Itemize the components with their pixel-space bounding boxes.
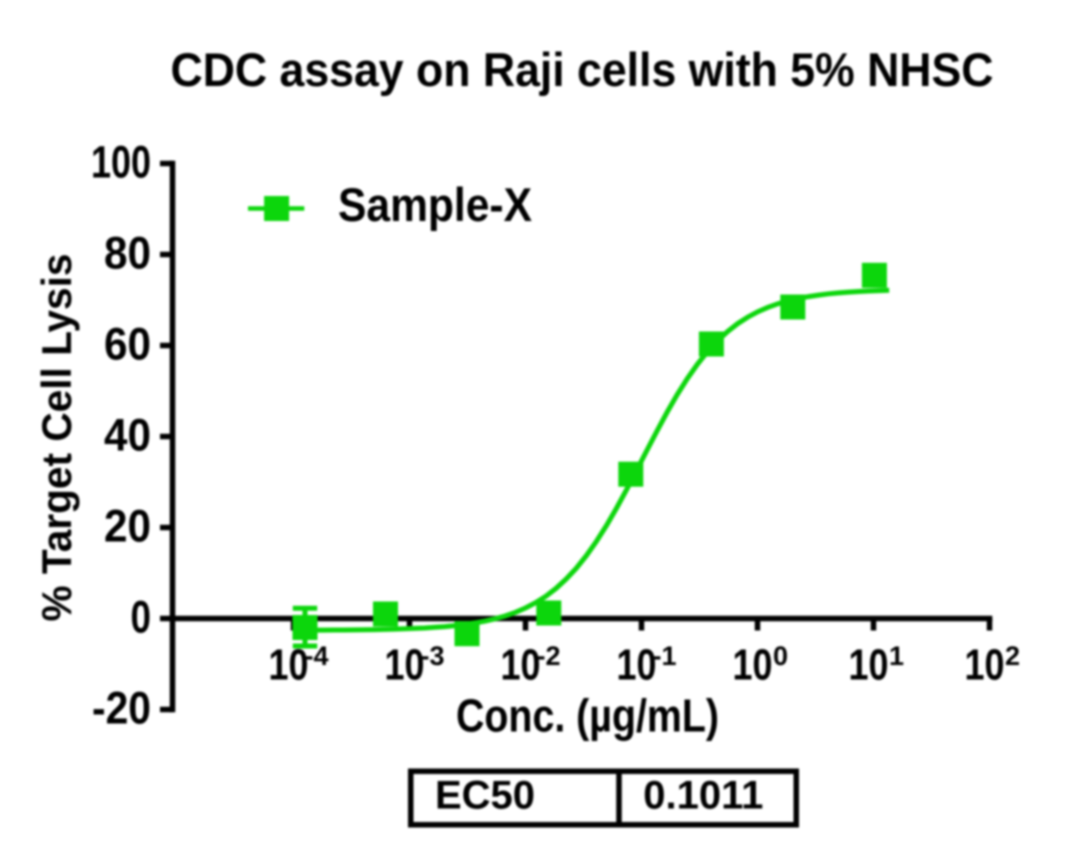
svg-text:CDC assay on Raji cells with 5: CDC assay on Raji cells with 5% NHSC <box>171 43 994 96</box>
svg-text:10: 10 <box>269 641 309 690</box>
svg-text:10: 10 <box>733 641 773 690</box>
svg-text:2: 2 <box>1005 641 1020 671</box>
svg-text:0.1011: 0.1011 <box>643 774 763 818</box>
svg-text:EC50: EC50 <box>435 774 535 818</box>
svg-text:-20: -20 <box>92 682 151 733</box>
svg-text:% Target Cell Lysis: % Target Cell Lysis <box>33 254 80 622</box>
svg-text:-2: -2 <box>536 641 560 671</box>
svg-text:Sample-X: Sample-X <box>338 178 532 231</box>
svg-text:-3: -3 <box>420 641 444 671</box>
svg-text:10: 10 <box>501 641 541 690</box>
svg-text:Conc. (µg/mL): Conc. (µg/mL) <box>456 690 719 742</box>
svg-text:0: 0 <box>773 641 788 671</box>
svg-text:10: 10 <box>385 641 425 690</box>
svg-text:80: 80 <box>104 227 151 278</box>
svg-text:1: 1 <box>889 641 904 671</box>
svg-text:20: 20 <box>104 500 151 551</box>
svg-text:10: 10 <box>617 641 657 690</box>
svg-text:0: 0 <box>131 591 152 642</box>
svg-text:-1: -1 <box>652 641 676 671</box>
svg-text:60: 60 <box>104 318 151 369</box>
svg-text:10: 10 <box>849 641 889 690</box>
svg-text:10: 10 <box>965 641 1005 690</box>
svg-text:40: 40 <box>104 409 151 460</box>
svg-text:100: 100 <box>91 136 151 187</box>
